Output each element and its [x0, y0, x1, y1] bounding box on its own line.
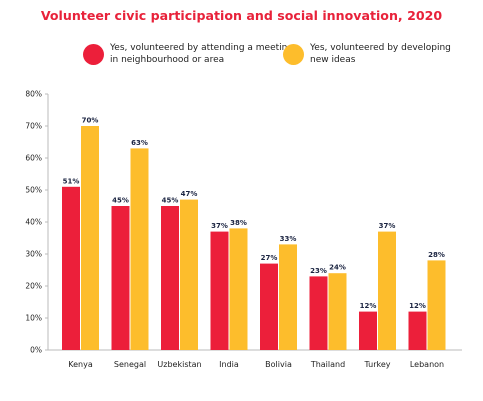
- data-label: 37%: [211, 222, 228, 230]
- x-tick-label: Lebanon: [410, 360, 444, 369]
- bar: [62, 186, 80, 350]
- bar: [309, 276, 328, 350]
- data-label: 28%: [428, 251, 445, 259]
- data-label: 45%: [112, 197, 129, 205]
- y-tick-label: 0%: [30, 346, 42, 355]
- data-label: 51%: [63, 177, 80, 185]
- data-label: 37%: [379, 222, 396, 230]
- x-tick-label: Senegal: [114, 360, 146, 369]
- data-label: 45%: [162, 197, 179, 205]
- data-label: 33%: [280, 235, 297, 243]
- x-tick-label: India: [219, 360, 239, 369]
- bar: [328, 273, 347, 350]
- data-label: 23%: [310, 267, 327, 275]
- data-label: 24%: [329, 264, 346, 272]
- bar: [378, 231, 396, 350]
- data-label: 47%: [181, 190, 198, 198]
- bar: [260, 263, 278, 350]
- bar: [279, 244, 297, 350]
- bar: [210, 231, 229, 350]
- bar: [408, 311, 427, 350]
- x-tick-label: Thailand: [310, 360, 345, 369]
- x-tick-label: Uzbekistan: [157, 360, 201, 369]
- legend-item-ideas: Yes, volunteered by developing new ideas: [283, 42, 470, 66]
- bar: [359, 311, 377, 350]
- y-tick-label: 20%: [25, 282, 42, 291]
- legend-label-ideas: Yes, volunteered by developing new ideas: [310, 43, 451, 65]
- bar: [130, 148, 149, 350]
- legend-swatch-meeting: [83, 44, 104, 65]
- y-tick-label: 50%: [25, 186, 42, 195]
- bar: [81, 126, 99, 350]
- y-tick-label: 80%: [25, 90, 42, 99]
- legend-label-meeting: Yes, volunteered by attending a meeting …: [110, 43, 294, 65]
- x-tick-label: Kenya: [68, 360, 93, 369]
- bar: [161, 206, 179, 350]
- x-tick-label: Bolivia: [265, 360, 292, 369]
- bar: [180, 199, 198, 350]
- y-tick-label: 30%: [25, 250, 42, 259]
- bar: [111, 206, 130, 350]
- chart-title: Volunteer civic participation and social…: [40, 8, 443, 23]
- y-tick-label: 40%: [25, 218, 42, 227]
- y-tick-label: 10%: [25, 314, 42, 323]
- y-tick-label: 60%: [25, 154, 42, 163]
- bar: [427, 260, 446, 350]
- data-label: 38%: [230, 219, 247, 227]
- data-label: 63%: [131, 139, 148, 147]
- legend: Yes, volunteered by attending a meeting …: [0, 42, 483, 82]
- legend-item-meeting: Yes, volunteered by attending a meeting …: [83, 42, 300, 66]
- x-tick-label: Turkey: [363, 360, 390, 369]
- data-label: 70%: [82, 117, 99, 125]
- data-label: 12%: [409, 302, 426, 310]
- data-label: 27%: [261, 254, 278, 262]
- data-label: 12%: [360, 302, 377, 310]
- bar: [229, 228, 248, 350]
- y-tick-label: 70%: [25, 122, 42, 131]
- legend-swatch-ideas: [283, 44, 304, 65]
